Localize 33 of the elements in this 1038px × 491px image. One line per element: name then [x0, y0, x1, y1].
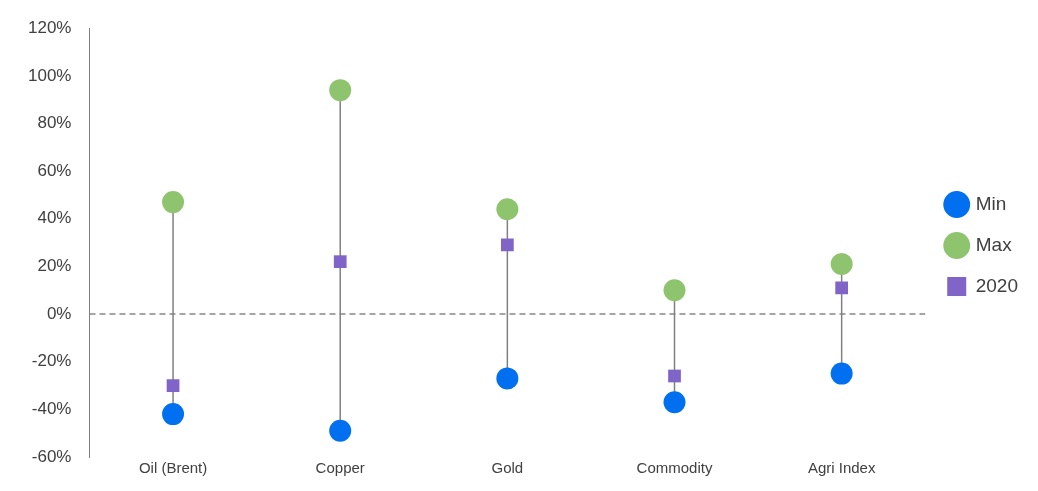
point — [663, 279, 686, 302]
point — [835, 281, 849, 295]
point — [496, 367, 519, 390]
x-tick-label: Commodity — [636, 459, 713, 477]
point — [329, 419, 352, 442]
x-tick-label: Gold — [491, 459, 524, 477]
x-tick-label: Oil (Brent) — [138, 459, 208, 477]
y-tick-label: 60% — [37, 160, 72, 180]
point — [830, 253, 853, 276]
y-tick-label: 120% — [28, 17, 72, 37]
point — [830, 362, 853, 385]
point — [329, 79, 352, 102]
point — [663, 391, 686, 414]
point — [166, 379, 180, 392]
y-tick-label: 20% — [37, 256, 72, 276]
point — [162, 403, 185, 426]
y-tick-label: 40% — [37, 208, 72, 228]
x-tick-label: Copper — [315, 459, 365, 477]
y-tick-label: -20% — [31, 351, 72, 371]
point — [162, 191, 185, 214]
point — [496, 198, 519, 221]
y-tick-label: -40% — [31, 399, 72, 419]
y-tick-label: -60% — [31, 446, 72, 466]
point — [500, 238, 514, 252]
legend-label: Min — [975, 192, 1007, 214]
y-tick-label: 80% — [37, 113, 72, 133]
legend-label: 2020 — [975, 274, 1019, 296]
point — [668, 369, 681, 383]
point — [333, 255, 347, 269]
x-tick-label: Agri Index — [807, 459, 876, 477]
legend-label: Max — [975, 233, 1013, 255]
y-tick-label: 0% — [46, 303, 72, 323]
y-tick-label: 100% — [28, 65, 72, 85]
